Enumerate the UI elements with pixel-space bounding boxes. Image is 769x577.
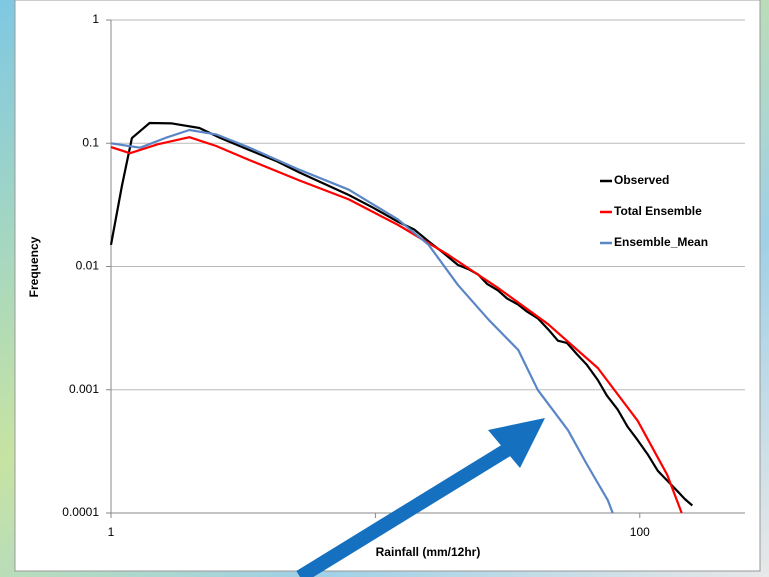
chart: Frequency Rainfall (mm/12hr) 1 0.1 0.01 0.0… (0, 0, 769, 577)
y-tick-label: 0.0001 (62, 505, 99, 519)
legend-label: Total Ensemble (614, 204, 702, 218)
y-tick-label: 1 (92, 12, 99, 26)
page: {"chart_data": {"type": "line", "y_label… (0, 0, 769, 577)
y-tick-label: 0.001 (69, 382, 99, 396)
x-tick-label: 1 (108, 525, 115, 539)
legend-label: Ensemble_Mean (614, 235, 708, 249)
y-axis-label: Frequency (27, 236, 41, 297)
chart-panel (15, 0, 760, 571)
x-tick-label: 100 (630, 525, 650, 539)
y-tick-label: 0.01 (76, 259, 100, 273)
x-axis-label: Rainfall (mm/12hr) (376, 545, 481, 559)
y-tick-label: 0.1 (82, 135, 99, 149)
legend-label: Observed (614, 173, 669, 187)
